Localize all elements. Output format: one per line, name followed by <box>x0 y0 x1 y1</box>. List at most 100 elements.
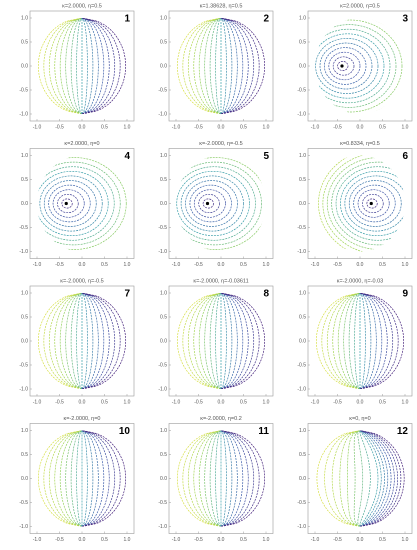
panel-title: κ=-2.0000, η=0 <box>63 416 100 422</box>
trajectory <box>54 293 83 389</box>
trajectory <box>220 18 244 114</box>
trajectory <box>326 293 361 389</box>
y-tick-label: -0.5 <box>158 500 167 506</box>
trajectory <box>187 430 222 527</box>
trajectory <box>37 157 127 250</box>
panel-number: 6 <box>402 151 408 162</box>
trajectory <box>81 430 88 527</box>
panel: κ=-2.0000, η=0.2 11 -1.0 -0.5 0.0 0.5 1.0 1.0 0.… <box>158 416 274 543</box>
x-tick-label: 0.0 <box>218 124 225 130</box>
y-tick-label: 0.5 <box>21 39 28 45</box>
trajectory <box>332 293 361 389</box>
trajectory <box>322 155 405 252</box>
trajectory <box>43 18 83 114</box>
trajectory <box>315 33 385 99</box>
trajectory <box>315 24 397 108</box>
trajectory <box>337 61 349 71</box>
panel: κ=-2.0000, η=-0.03 9 -1.0 -0.5 0.0 0.5 1.0 1.0 0… <box>297 278 413 405</box>
trajectory <box>215 18 222 114</box>
trajectory <box>38 430 83 527</box>
trajectory <box>362 193 384 214</box>
trajectory <box>315 18 405 114</box>
x-tick-label: 0.0 <box>357 262 364 268</box>
panel-number: 3 <box>402 14 408 25</box>
trajectory <box>220 293 233 389</box>
x-tick-label: -0.5 <box>333 262 342 268</box>
trajectory <box>347 430 361 527</box>
y-tick-label: 0.0 <box>299 476 306 482</box>
x-tick-label: 0.0 <box>218 399 225 405</box>
trajectory <box>220 18 255 114</box>
panel-title: κ=-2.0000, η=-0.5 <box>199 141 242 147</box>
x-tick-label: 0.5 <box>101 262 108 268</box>
trajectory <box>81 18 110 114</box>
panel: κ=2.0000, η=0 4 -1.0 -0.5 0.0 0.5 1.0 1.0 0.5 0.0… <box>19 141 135 268</box>
y-tick-label: 0.0 <box>160 201 167 207</box>
trajectory <box>348 293 361 389</box>
trajectory <box>38 18 83 114</box>
x-tick-label: -1.0 <box>33 399 42 405</box>
trajectory <box>209 430 222 527</box>
panel: κ=-2.0000, η=-0.5 5 -1.0 -0.5 0.0 0.5 1.0 1.0 0.… <box>158 141 274 268</box>
trajectory <box>359 293 399 389</box>
y-tick-label: -1.0 <box>19 249 28 255</box>
trajectory <box>65 293 83 389</box>
y-tick-label: 0.0 <box>299 201 306 207</box>
trajectory <box>359 430 389 527</box>
trajectory <box>37 166 115 241</box>
y-tick-label: -0.5 <box>297 500 306 506</box>
trajectory <box>180 175 244 232</box>
x-tick-label: 0.0 <box>218 537 225 543</box>
trajectory <box>340 170 405 237</box>
x-tick-label: 0.5 <box>101 124 108 130</box>
trajectory <box>193 430 222 527</box>
x-tick-label: 1.0 <box>263 124 270 130</box>
x-tick-label: 0.5 <box>101 537 108 543</box>
x-tick-label: -1.0 <box>33 124 42 130</box>
y-tick-label: -1.0 <box>158 386 167 392</box>
trajectory <box>220 293 255 389</box>
trajectory <box>70 430 83 527</box>
trajectory <box>220 18 238 114</box>
fixed-point <box>369 201 373 206</box>
trajectory <box>204 430 222 527</box>
x-tick-label: 0.5 <box>379 399 386 405</box>
x-tick-label: 0.0 <box>357 399 364 405</box>
trajectory <box>220 293 265 389</box>
x-tick-label: -0.5 <box>194 399 203 405</box>
trajectory <box>315 28 391 104</box>
y-tick-label: 0.0 <box>21 63 28 69</box>
trajectory <box>359 430 392 527</box>
trajectory <box>37 170 109 237</box>
x-tick-label: -0.5 <box>194 262 203 268</box>
x-tick-label: -1.0 <box>172 399 181 405</box>
trajectory <box>339 430 361 527</box>
y-tick-label: -1.0 <box>297 386 306 392</box>
y-tick-label: 1.0 <box>160 428 167 434</box>
trajectory <box>359 430 382 527</box>
y-tick-label: 0.0 <box>21 201 28 207</box>
plot-frame <box>307 148 413 259</box>
trajectory <box>54 430 83 527</box>
panel: κ=0, η=0 12 -1.0 -0.5 0.0 0.5 1.0 1.0 0.5 0.0 -0.5… <box>297 416 413 543</box>
trajectory <box>81 18 105 114</box>
trajectory <box>193 293 222 389</box>
trajectory <box>48 18 83 114</box>
trajectory <box>359 430 398 527</box>
y-tick-label: -0.5 <box>19 87 28 93</box>
y-tick-label: -1.0 <box>19 111 28 117</box>
x-tick-label: -1.0 <box>311 262 320 268</box>
trajectory <box>81 430 110 527</box>
trajectory <box>220 18 265 114</box>
panel: κ=-2.0000, η=0 10 -1.0 -0.5 0.0 0.5 1.0 1.0 0.5 0… <box>19 416 135 543</box>
panel: κ=1.38628, η=0.5 2 -1.0 -0.5 0.0 0.5 1.0 1.0 0.5… <box>158 3 274 130</box>
y-tick-label: 0.5 <box>160 314 167 320</box>
trajectory <box>220 430 233 527</box>
trajectory <box>61 198 73 209</box>
trajectory <box>220 293 249 389</box>
trajectories <box>316 430 405 527</box>
trajectory <box>357 189 390 218</box>
y-tick-label: 1.0 <box>21 153 28 159</box>
trajectory <box>209 293 222 389</box>
trajectory <box>220 293 244 389</box>
